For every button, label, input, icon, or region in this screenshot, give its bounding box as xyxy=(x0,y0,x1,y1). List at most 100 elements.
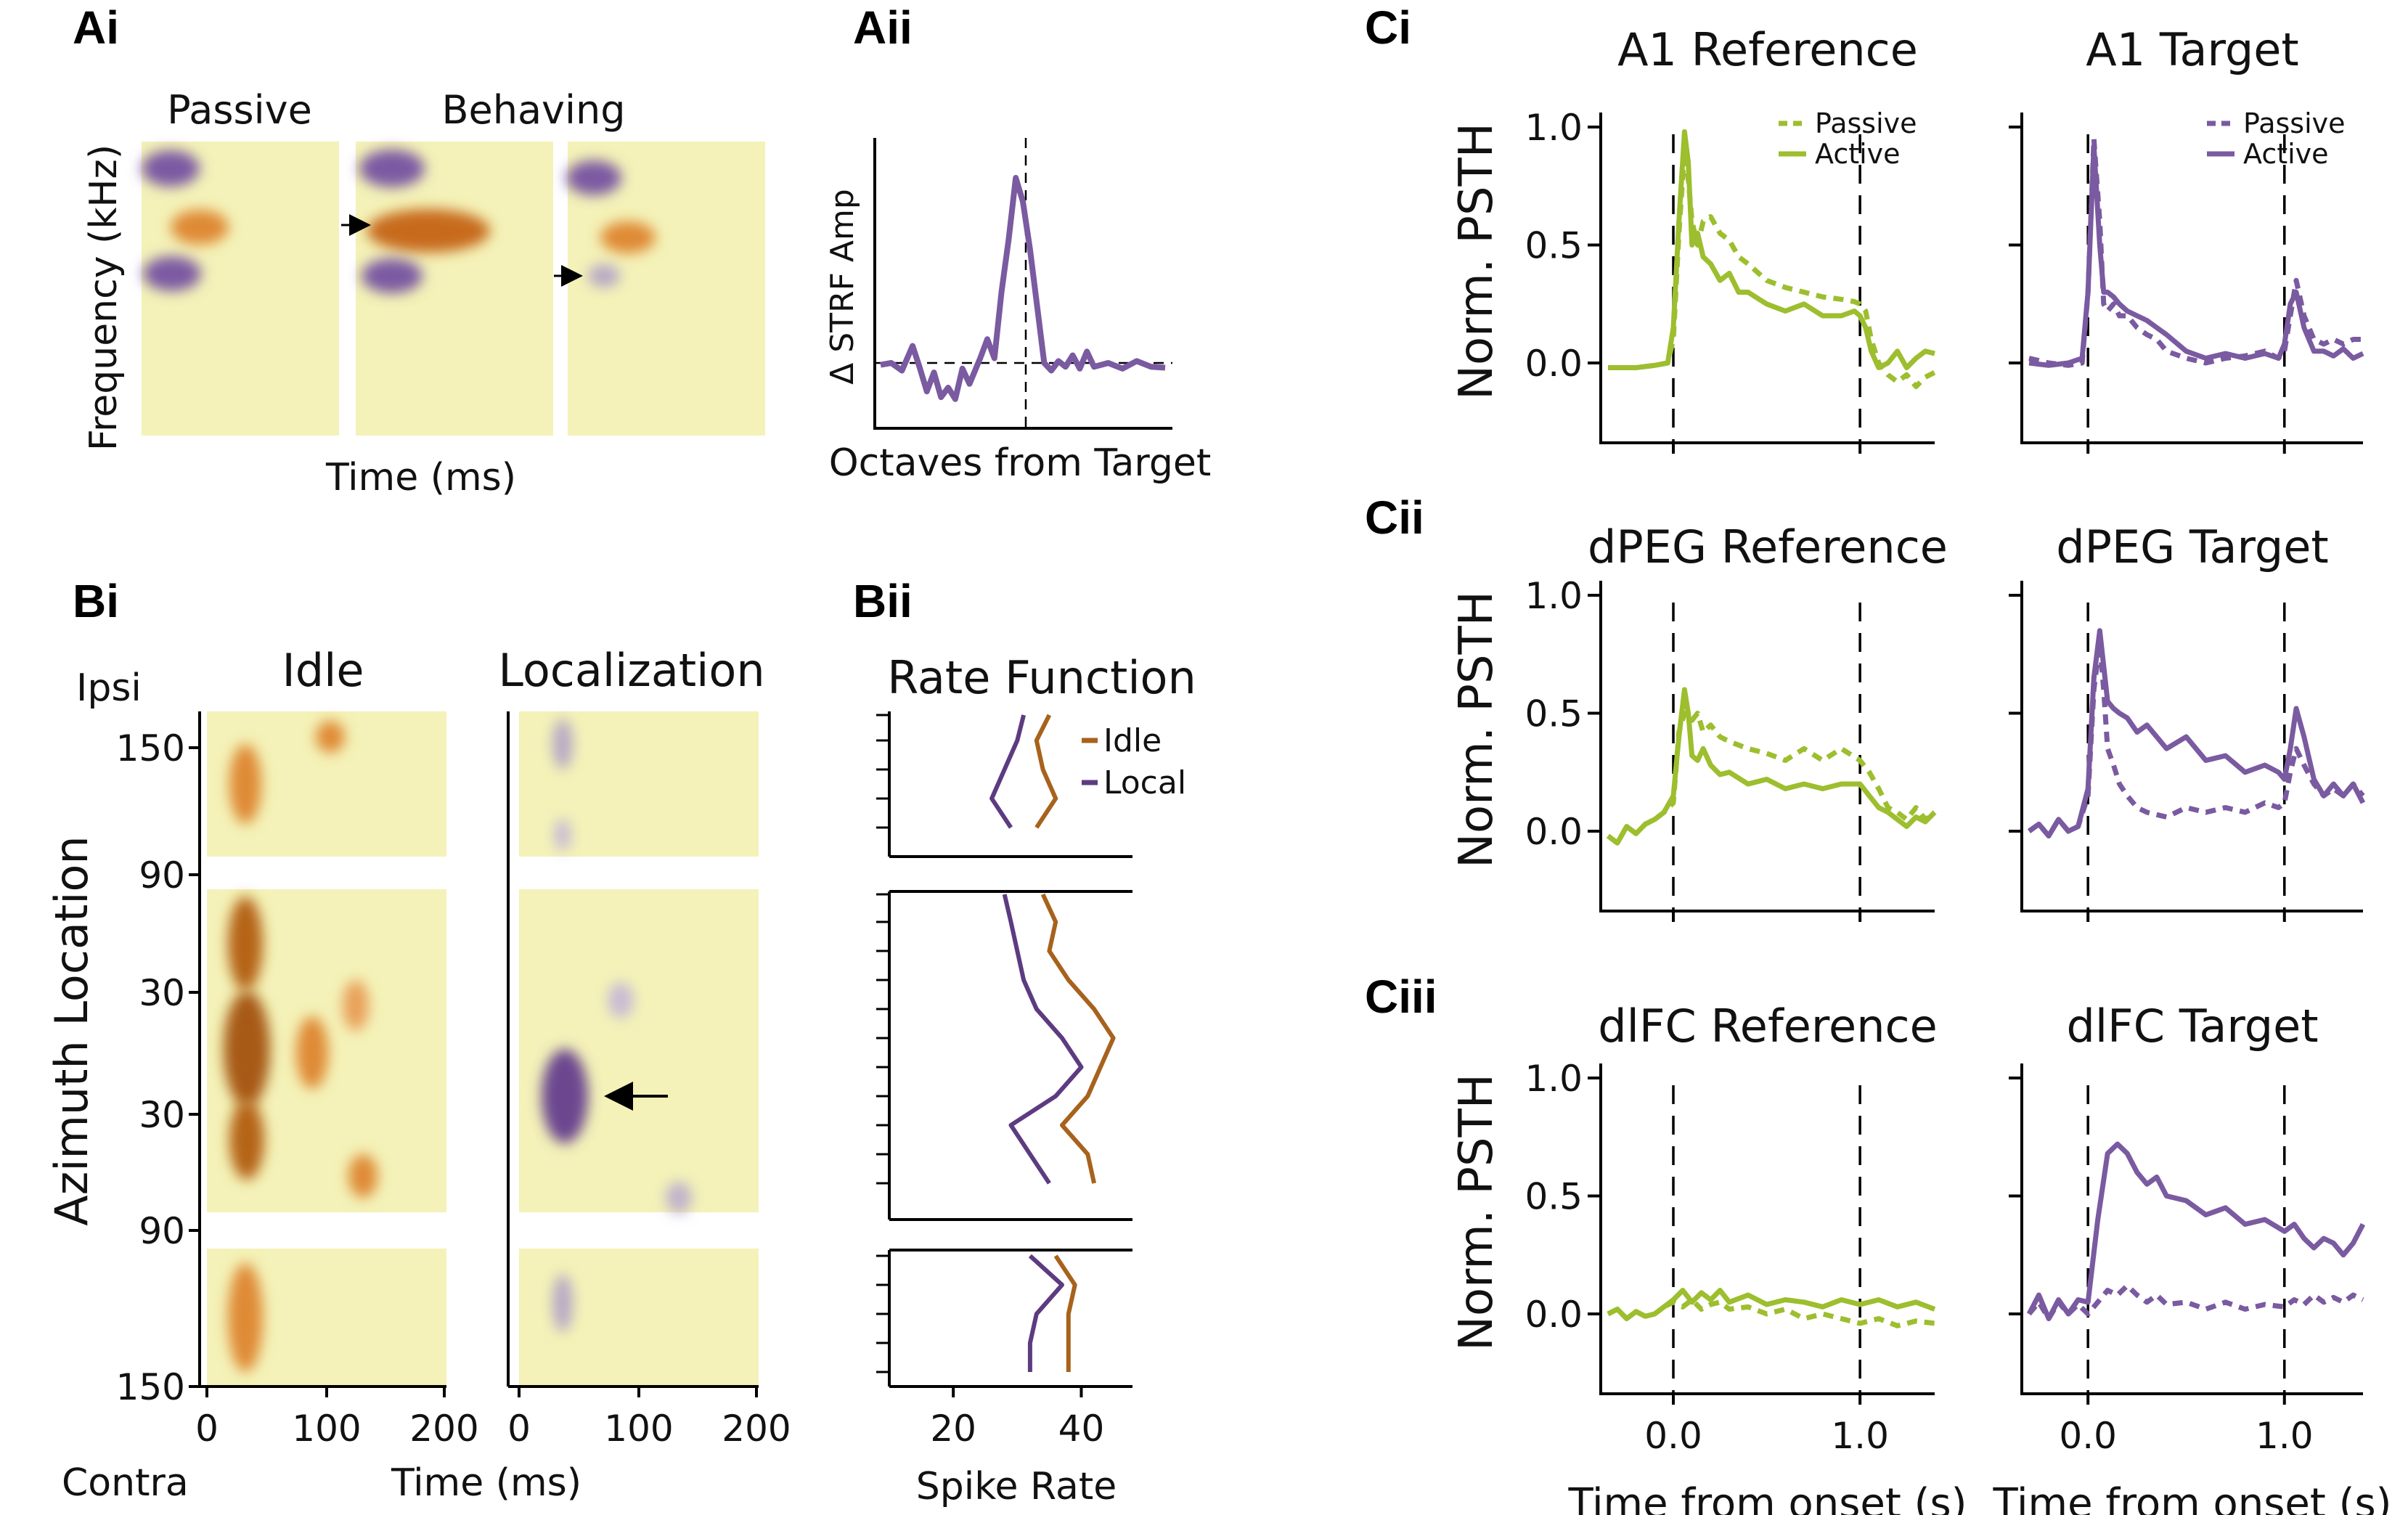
axes-ciii_ref xyxy=(1599,1063,1935,1395)
series-ciii_tgt-active xyxy=(2026,1141,2366,1321)
panel-label-ciii: Ciii xyxy=(1365,971,1437,1023)
panel-cii_tgt: dPEG Target xyxy=(2009,520,2366,922)
ytick-cii_ref-0: 0.0 xyxy=(1525,811,1583,853)
xtick-ciii_ref-1: 1.0 xyxy=(1831,1415,1889,1457)
bi-xtick-l1: 100 xyxy=(292,1408,361,1450)
bi-xtick-r2: 200 xyxy=(722,1408,791,1450)
bii-xtick-1: 40 xyxy=(1058,1408,1105,1450)
panel-label-bi: Bi xyxy=(73,575,119,627)
legend-label-ci_tgt-0: Passive xyxy=(2243,107,2346,139)
bi-ipsi-label: Ipsi xyxy=(76,666,142,710)
axes-ci_tgt xyxy=(2020,113,2363,444)
series-ciii_ref-active xyxy=(1607,1288,1936,1321)
panel-ci_ref: A1 Reference 0.0 0.5 1.0 Norm. PSTH PassiveAc… xyxy=(1450,23,1936,454)
bi-ytick-2: 30 xyxy=(139,972,185,1014)
aii-axes xyxy=(873,138,1172,430)
title-ci_tgt: A1 Target xyxy=(2086,23,2298,76)
axes-cii_tgt xyxy=(2020,581,2363,912)
title-ciii_ref: dlFC Reference xyxy=(1598,1000,1937,1053)
bii-line-idle-2 xyxy=(1053,1254,1077,1372)
ylabel-ciii_ref: Norm. PSTH xyxy=(1450,1074,1503,1351)
series-cii_tgt-active xyxy=(2027,628,2366,838)
panel-label-aii: Aii xyxy=(853,1,913,54)
bii-legend-label-1: Local xyxy=(1103,764,1186,801)
series-ci_tgt-passive xyxy=(2028,136,2363,368)
panel-label-ai: Ai xyxy=(73,1,119,54)
aii-xlabel: Octaves from Target xyxy=(829,441,1212,485)
bi-ytick-0: 150 xyxy=(116,727,185,769)
bi-idle-map xyxy=(207,711,446,1387)
panel-ciii_ref: dlFC Reference 0.0 0.5 1.0 Norm. PSTH 0.0 1.0 T… xyxy=(1450,1000,1967,1515)
ytick-ciii_ref-2: 1.0 xyxy=(1525,1058,1583,1100)
ylabel-cii_ref: Norm. PSTH xyxy=(1450,591,1503,868)
bi-xtick-r1: 100 xyxy=(604,1408,673,1450)
xtick-ciii_tgt-1: 1.0 xyxy=(2256,1415,2314,1457)
xlabel-ciii_tgt: Time from onset (s) xyxy=(1993,1480,2392,1515)
ytick-cii_ref-2: 1.0 xyxy=(1525,575,1583,617)
bi-xtick-r0: 0 xyxy=(507,1408,531,1450)
bii-xlabel: Spike Rate xyxy=(916,1465,1117,1508)
ytick-ciii_ref-1: 0.5 xyxy=(1525,1176,1583,1218)
ytick-ci_ref-1: 0.5 xyxy=(1525,225,1583,267)
title-cii_tgt: dPEG Target xyxy=(2056,520,2328,573)
title-cii_ref: dPEG Reference xyxy=(1588,520,1948,573)
bi-xticks-marks xyxy=(205,1387,758,1397)
bii-line-idle-1 xyxy=(1040,893,1116,1184)
aii-ylabel: Δ STRF Amp xyxy=(824,189,861,385)
bii-line-idle-0 xyxy=(1034,714,1058,829)
axes-ci_ref xyxy=(1599,113,1935,444)
bi-idle-title: Idle xyxy=(282,644,364,697)
ai-passive-title: Passive xyxy=(167,87,312,133)
series-cii_ref-active xyxy=(1606,687,1937,846)
legend-label-ci_tgt-1: Active xyxy=(2243,138,2329,170)
strf-passive xyxy=(142,142,339,436)
xtick-ciii_ref-0: 0.0 xyxy=(1644,1415,1702,1457)
series-cii_tgt-passive xyxy=(2027,640,2365,838)
bii-line-local-0 xyxy=(989,714,1027,829)
ytick-ciii_ref-0: 0.0 xyxy=(1525,1294,1583,1336)
bi-xtick-l0: 0 xyxy=(195,1408,219,1450)
aii-series-line xyxy=(880,175,1166,402)
legend-label-ci_ref-1: Active xyxy=(1815,138,1901,170)
ytick-ci_ref-2: 1.0 xyxy=(1525,107,1583,149)
xtick-ciii_tgt-0: 0.0 xyxy=(2059,1415,2117,1457)
title-ci_ref: A1 Reference xyxy=(1617,23,1918,76)
ai-ylabel: Frequency (kHz) xyxy=(82,144,126,451)
bii-plot: 20 40 Spike Rate Idle Local xyxy=(876,711,1186,1508)
bi-contra-label: Contra xyxy=(62,1461,189,1505)
aii-plot xyxy=(873,138,1172,430)
bi-yticks xyxy=(189,746,200,1388)
bii-line-local-1 xyxy=(1002,894,1084,1185)
bii-xtick-0: 20 xyxy=(930,1408,976,1450)
strf-behaving-1 xyxy=(356,142,553,436)
bi-xtick-l2: 200 xyxy=(409,1408,478,1450)
panel-label-cii: Cii xyxy=(1365,491,1424,544)
bi-localization-map xyxy=(519,711,759,1387)
ai-xlabel: Time (ms) xyxy=(325,456,516,499)
legend-label-ci_ref-0: Passive xyxy=(1815,107,1917,139)
ytick-ci_ref-0: 0.0 xyxy=(1525,343,1583,385)
ai-behaving-title: Behaving xyxy=(441,87,625,133)
axes-ciii_tgt xyxy=(2020,1063,2363,1395)
bi-ytick-3: 30 xyxy=(139,1094,185,1136)
bii-line-local-2 xyxy=(1027,1254,1064,1372)
series-ciii_ref-passive xyxy=(1607,1297,1935,1328)
bii-legend-label-0: Idle xyxy=(1103,722,1162,759)
series-cii_ref-passive xyxy=(1606,711,1937,846)
bi-ytick-1: 90 xyxy=(139,854,185,897)
axes-cii_ref xyxy=(1599,581,1935,912)
title-ciii_tgt: dlFC Target xyxy=(2066,1000,2318,1053)
ylabel-ci_ref: Norm. PSTH xyxy=(1450,123,1503,400)
panel-ciii_tgt: dlFC Target 0.0 1.0 Time from onset (s) xyxy=(1993,1000,2392,1515)
bi-ytick-4: 90 xyxy=(139,1210,185,1252)
panel-label-bii: Bii xyxy=(853,575,913,627)
bi-ytick-5: 150 xyxy=(116,1366,185,1408)
panel-label-ci: Ci xyxy=(1365,1,1411,54)
bi-ylabel: Azimuth Location xyxy=(45,836,98,1225)
bi-localization-title: Localization xyxy=(498,644,764,697)
strf-behaving-2 xyxy=(566,142,765,436)
ytick-cii_ref-1: 0.5 xyxy=(1525,693,1583,735)
